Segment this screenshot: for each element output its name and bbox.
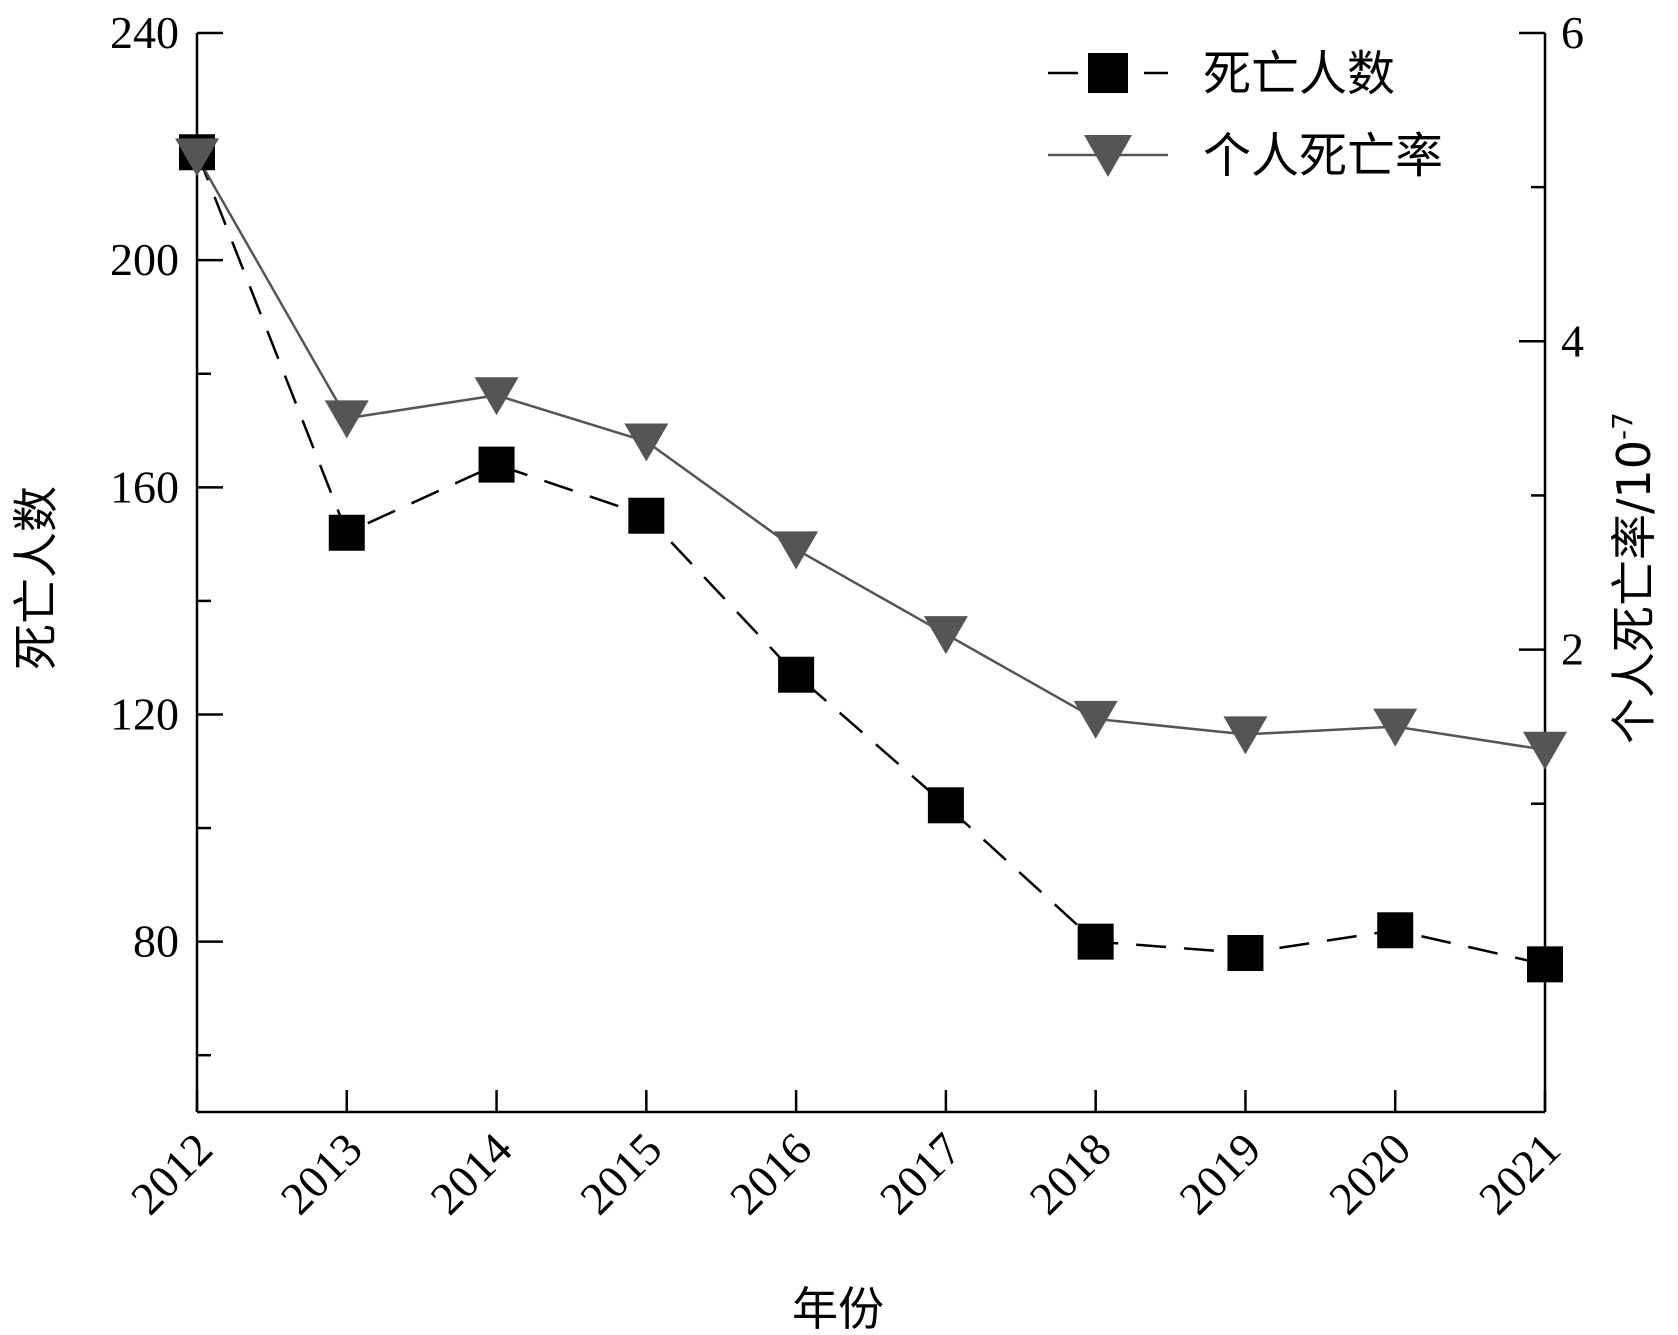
left-y-tick-label: 120 bbox=[110, 688, 179, 739]
series-2-point bbox=[923, 616, 968, 655]
right-y-tick-label: 6 bbox=[1561, 7, 1584, 58]
x-axis-title: 年份 bbox=[792, 1282, 884, 1335]
x-tick-label: 2018 bbox=[1020, 1123, 1121, 1224]
x-tick-label: 2012 bbox=[121, 1123, 222, 1224]
series-2-point bbox=[1073, 700, 1118, 739]
right-y-tick-label: 4 bbox=[1561, 315, 1584, 366]
series-1-point bbox=[628, 497, 665, 534]
x-tick-label: 2017 bbox=[870, 1123, 971, 1224]
series-1-point bbox=[1227, 934, 1264, 971]
series-2-point bbox=[624, 423, 669, 462]
series-2-point bbox=[1373, 708, 1418, 747]
series-2-point bbox=[474, 377, 519, 416]
series-1-point bbox=[778, 656, 815, 693]
legend-label-2: 个人死亡率 bbox=[1203, 128, 1443, 184]
series-line-1 bbox=[195, 151, 1546, 966]
right-y-axis-title-exponent: -7 bbox=[1606, 412, 1639, 440]
series-1-point bbox=[1377, 912, 1414, 949]
right-y-tick-label: 2 bbox=[1561, 624, 1584, 675]
series-1-point bbox=[927, 787, 964, 824]
series-2-point bbox=[175, 138, 219, 177]
legend-marker-triangle bbox=[1084, 135, 1132, 177]
x-tick-label: 2013 bbox=[271, 1123, 372, 1224]
right-y-axis-title-main: 个人死亡率/10 bbox=[1607, 440, 1661, 744]
axes: 80 120 160 200 240 2 4 6 2012 2013 2014 2015 2016 201… bbox=[110, 7, 1584, 1224]
series-1-point bbox=[328, 514, 365, 551]
series-2-point bbox=[1223, 716, 1268, 755]
series-2-point bbox=[324, 400, 369, 439]
left-y-tick-label: 200 bbox=[110, 234, 179, 285]
series-1-point bbox=[478, 446, 515, 483]
left-y-axis-title: 死亡人数 bbox=[9, 486, 63, 670]
legend-marker-square bbox=[1088, 53, 1128, 93]
series-2-point bbox=[1523, 731, 1567, 770]
x-tick-label: 2020 bbox=[1319, 1123, 1420, 1224]
x-tick-label: 2021 bbox=[1469, 1123, 1570, 1224]
right-y-axis-title: 个人死亡率/10-7 bbox=[1606, 412, 1661, 744]
x-tick-label: 2019 bbox=[1169, 1123, 1270, 1224]
x-tick-label: 2015 bbox=[570, 1123, 671, 1224]
series-2-point bbox=[774, 531, 819, 570]
series-layer bbox=[175, 134, 1567, 983]
series-1-point bbox=[1527, 946, 1563, 983]
left-y-tick-label: 160 bbox=[110, 461, 179, 512]
x-tick-label: 2016 bbox=[720, 1123, 821, 1224]
left-y-tick-label: 240 bbox=[110, 7, 179, 58]
series-1-point bbox=[1077, 923, 1114, 960]
legend-label-1: 死亡人数 bbox=[1203, 46, 1395, 102]
left-y-tick-label: 80 bbox=[133, 916, 179, 967]
series-line-2 bbox=[195, 155, 1546, 751]
x-tick-label: 2014 bbox=[421, 1123, 522, 1224]
